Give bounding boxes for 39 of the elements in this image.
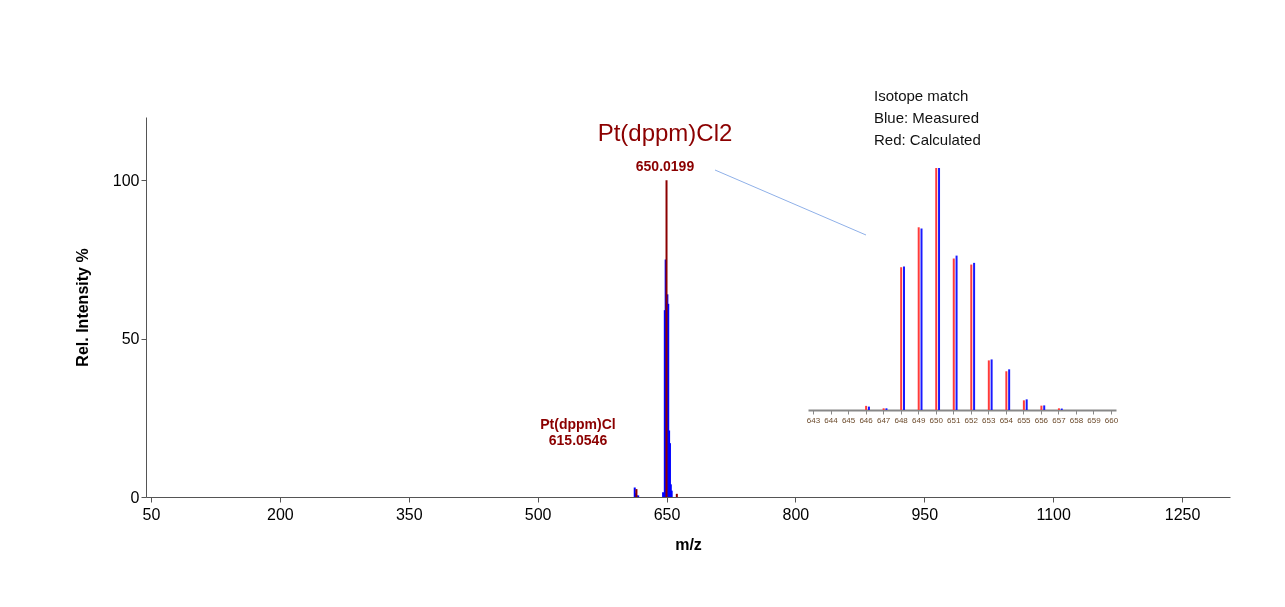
annotation: Red: Calculated bbox=[874, 131, 981, 148]
x-tick-label: 645 bbox=[841, 415, 856, 425]
y-tick-label: 100 bbox=[112, 171, 140, 189]
x-tick-label: 350 bbox=[395, 505, 423, 523]
annotation: Pt(dppm)Cl bbox=[540, 416, 616, 432]
x-tick-label: 646 bbox=[859, 415, 874, 425]
x-tick-label: 1100 bbox=[1036, 505, 1071, 523]
x-axis-title: m/z bbox=[675, 535, 702, 553]
y-tick-label: 0 bbox=[130, 488, 140, 506]
annotation: 615.0546 bbox=[548, 432, 608, 448]
y-axis-title: Rel. Intensity % bbox=[73, 248, 91, 367]
x-tick-label: 652 bbox=[964, 415, 979, 425]
x-tick-label: 656 bbox=[1034, 415, 1049, 425]
x-tick-label: 200 bbox=[267, 505, 294, 523]
text: Isotope match bbox=[874, 87, 969, 104]
x-tick-label: 50 bbox=[142, 505, 161, 523]
x-tick-label: 950 bbox=[911, 505, 939, 523]
x-tick-label: 657 bbox=[1052, 415, 1067, 425]
x-tick-label: 648 bbox=[894, 415, 909, 425]
y-tick-label: 50 bbox=[121, 330, 140, 348]
x-tick-label: 658 bbox=[1069, 415, 1084, 425]
x-tick-label: 500 bbox=[524, 505, 552, 523]
x-tick-label: 651 bbox=[947, 415, 961, 425]
x-tick-label: 650 bbox=[653, 505, 681, 523]
x-tick-label: 800 bbox=[782, 505, 810, 523]
x-tick-label: 653 bbox=[982, 415, 997, 425]
x-tick-label: 647 bbox=[876, 415, 891, 425]
x-tick-label: 1250 bbox=[1164, 505, 1201, 523]
x-tick-label: 659 bbox=[1087, 415, 1102, 425]
x-tick-label: 650 bbox=[929, 415, 944, 425]
x-tick-label: 654 bbox=[999, 415, 1014, 425]
x-tick-label: 649 bbox=[912, 415, 926, 425]
annotation: 650.0199 bbox=[635, 158, 695, 174]
x-tick-label: 655 bbox=[1017, 415, 1032, 425]
annotation: Blue: Measured bbox=[874, 109, 980, 126]
x-tick-label: 644 bbox=[824, 415, 839, 425]
x-tick-label: 643 bbox=[806, 415, 821, 425]
annotation: Pt(dppm)Cl2 bbox=[597, 119, 733, 146]
x-tick-label: 660 bbox=[1104, 415, 1119, 425]
